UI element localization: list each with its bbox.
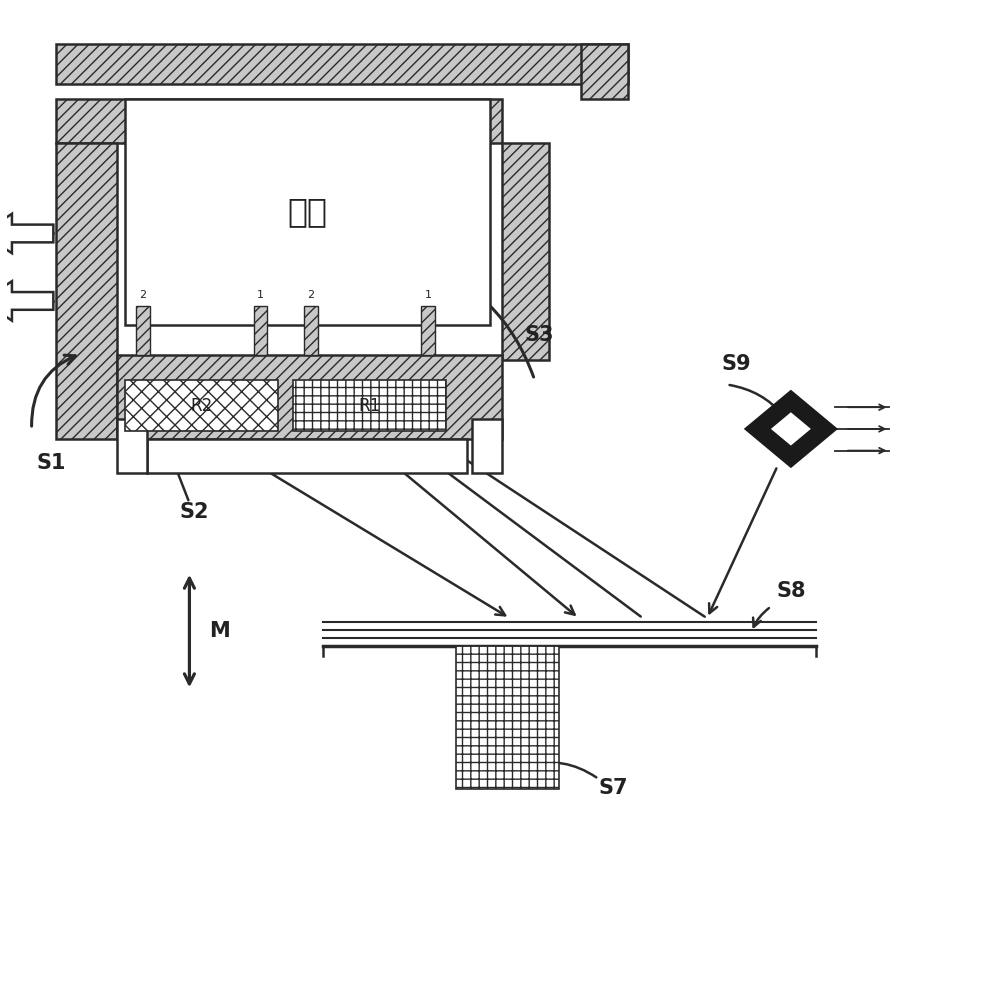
- Bar: [502, 143, 549, 360]
- Polygon shape: [0, 214, 53, 253]
- Text: S3: S3: [525, 325, 554, 345]
- Bar: [472, 419, 502, 473]
- Bar: [125, 380, 278, 432]
- Text: 1: 1: [425, 290, 432, 300]
- Text: M: M: [209, 621, 230, 641]
- Bar: [456, 646, 559, 789]
- Text: R1: R1: [358, 396, 380, 415]
- Bar: [581, 44, 628, 99]
- Text: 2: 2: [307, 290, 314, 300]
- Bar: [56, 44, 628, 84]
- Text: R2: R2: [191, 396, 213, 415]
- Polygon shape: [0, 281, 53, 320]
- Text: S8: S8: [776, 581, 806, 600]
- Bar: [136, 306, 150, 355]
- Bar: [293, 380, 446, 432]
- Bar: [117, 355, 502, 439]
- Bar: [254, 306, 267, 355]
- Text: S9: S9: [722, 354, 751, 374]
- Bar: [56, 143, 117, 439]
- Bar: [56, 99, 502, 143]
- Text: 2: 2: [140, 290, 147, 300]
- Bar: [304, 306, 318, 355]
- Text: S2: S2: [180, 502, 209, 522]
- Bar: [421, 306, 435, 355]
- Text: 1: 1: [257, 290, 264, 300]
- Bar: [125, 99, 490, 325]
- Bar: [147, 439, 467, 473]
- Polygon shape: [771, 412, 811, 446]
- Polygon shape: [746, 392, 835, 466]
- Text: S1: S1: [37, 454, 66, 473]
- Text: 电路: 电路: [288, 195, 328, 229]
- Text: S7: S7: [599, 778, 628, 798]
- Bar: [117, 419, 147, 473]
